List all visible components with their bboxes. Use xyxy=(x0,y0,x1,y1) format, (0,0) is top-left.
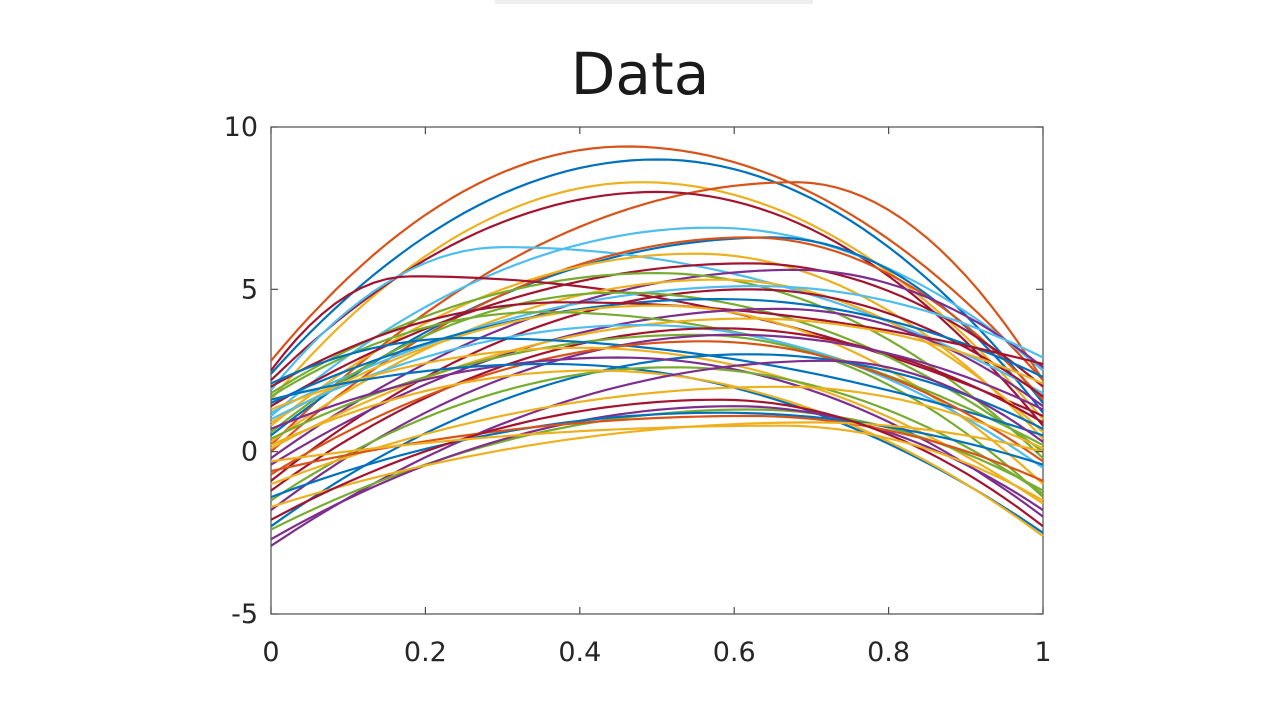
top-divider xyxy=(495,0,813,4)
x-tick-label: 0.2 xyxy=(404,637,447,668)
series-line-23 xyxy=(270,311,1044,447)
series-line-16 xyxy=(270,285,1044,414)
series-line-24 xyxy=(270,317,1044,450)
series-line-25 xyxy=(270,324,1044,469)
x-tick-label: 0.6 xyxy=(713,637,756,668)
x-tick-label: 0.8 xyxy=(867,637,910,668)
series-line-17 xyxy=(270,288,1044,482)
series-line-35 xyxy=(270,366,1044,502)
series-line-30 xyxy=(270,340,1044,476)
x-tick-label: 1 xyxy=(1034,637,1051,668)
series-line-13 xyxy=(270,272,1044,459)
series-line-28 xyxy=(270,333,1044,511)
series-layer xyxy=(270,145,1044,547)
y-tick-label: 0 xyxy=(241,437,258,468)
series-line-29 xyxy=(270,336,1044,437)
series-line-2 xyxy=(270,158,1044,404)
series-line-34 xyxy=(270,362,1044,534)
chart-title: Data xyxy=(570,40,710,108)
series-line-37 xyxy=(270,359,1044,547)
series-line-18 xyxy=(270,291,1044,453)
y-tick-label: 10 xyxy=(224,112,258,143)
series-line-45 xyxy=(270,424,1044,502)
series-line-36 xyxy=(270,369,1044,537)
x-tick-label: 0.4 xyxy=(558,637,601,668)
series-line-38 xyxy=(270,385,1044,486)
series-line-11 xyxy=(270,262,1044,408)
series-line-4 xyxy=(270,181,1044,446)
series-line-43 xyxy=(270,421,1044,508)
y-tick-label: 5 xyxy=(241,274,258,305)
series-line-41 xyxy=(270,411,1044,499)
series-line-40 xyxy=(270,405,1044,541)
series-line-26 xyxy=(270,327,1044,492)
series-line-19 xyxy=(270,298,1044,405)
series-line-1 xyxy=(270,145,1044,381)
series-line-6 xyxy=(270,226,1044,417)
x-tick-label: 0 xyxy=(262,637,279,668)
y-tick-label: -5 xyxy=(231,599,258,630)
series-line-8 xyxy=(270,246,1044,395)
